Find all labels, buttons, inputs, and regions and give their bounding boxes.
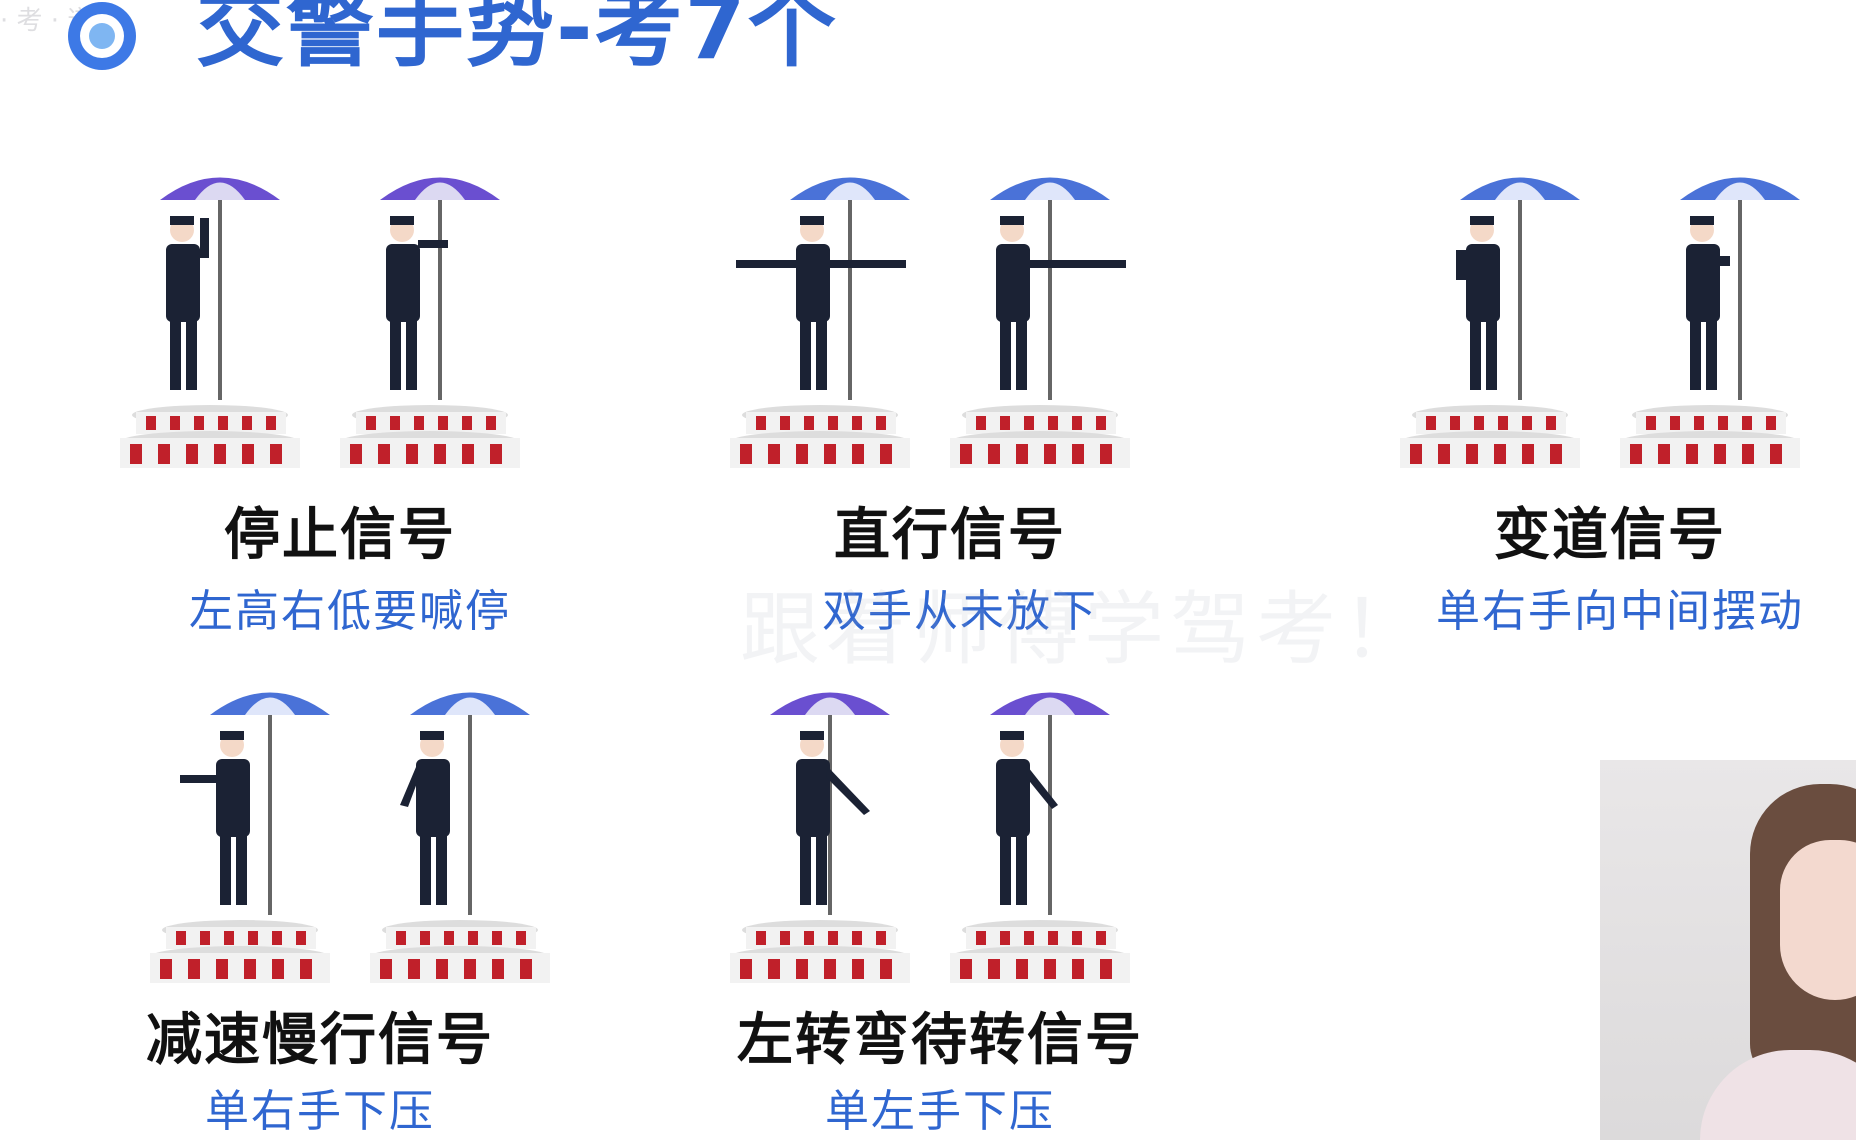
logo-icon (56, 0, 148, 82)
gesture-subtitle: 左高右低要喊停 (189, 586, 511, 637)
officer-figure (730, 160, 950, 480)
gesture-subtitle: 单左手下压 (825, 1086, 1055, 1137)
officer-figure (1620, 160, 1840, 480)
officer-figure (370, 675, 590, 995)
officer-figure (950, 675, 1170, 995)
gesture-title: 停止信号 (224, 503, 456, 568)
officer-figure (1400, 160, 1620, 480)
officer-figure (340, 160, 560, 480)
gesture-title: 变道信号 (1494, 503, 1726, 568)
officer-figure (150, 675, 370, 995)
presenter-video (1600, 760, 1856, 1140)
gesture-subtitle: 双手从未放下 (822, 586, 1098, 637)
gesture-subtitle: 单右手下压 (205, 1086, 435, 1137)
center-watermark: 跟着师傅学驾考！ (740, 583, 1428, 676)
presenter-face (1780, 840, 1856, 1000)
gesture-title: 减速慢行信号 (146, 1008, 494, 1073)
gesture-title: 直行信号 (834, 503, 1066, 568)
page-title: 交警手势-考7个 (196, 0, 838, 79)
officer-figure (730, 675, 950, 995)
gesture-title: 左转弯待转信号 (737, 1008, 1143, 1073)
officer-figure (120, 160, 340, 480)
presenter-shoulder (1700, 1050, 1856, 1140)
officer-figure (950, 160, 1170, 480)
gesture-subtitle: 单右手向中间摆动 (1436, 586, 1804, 637)
